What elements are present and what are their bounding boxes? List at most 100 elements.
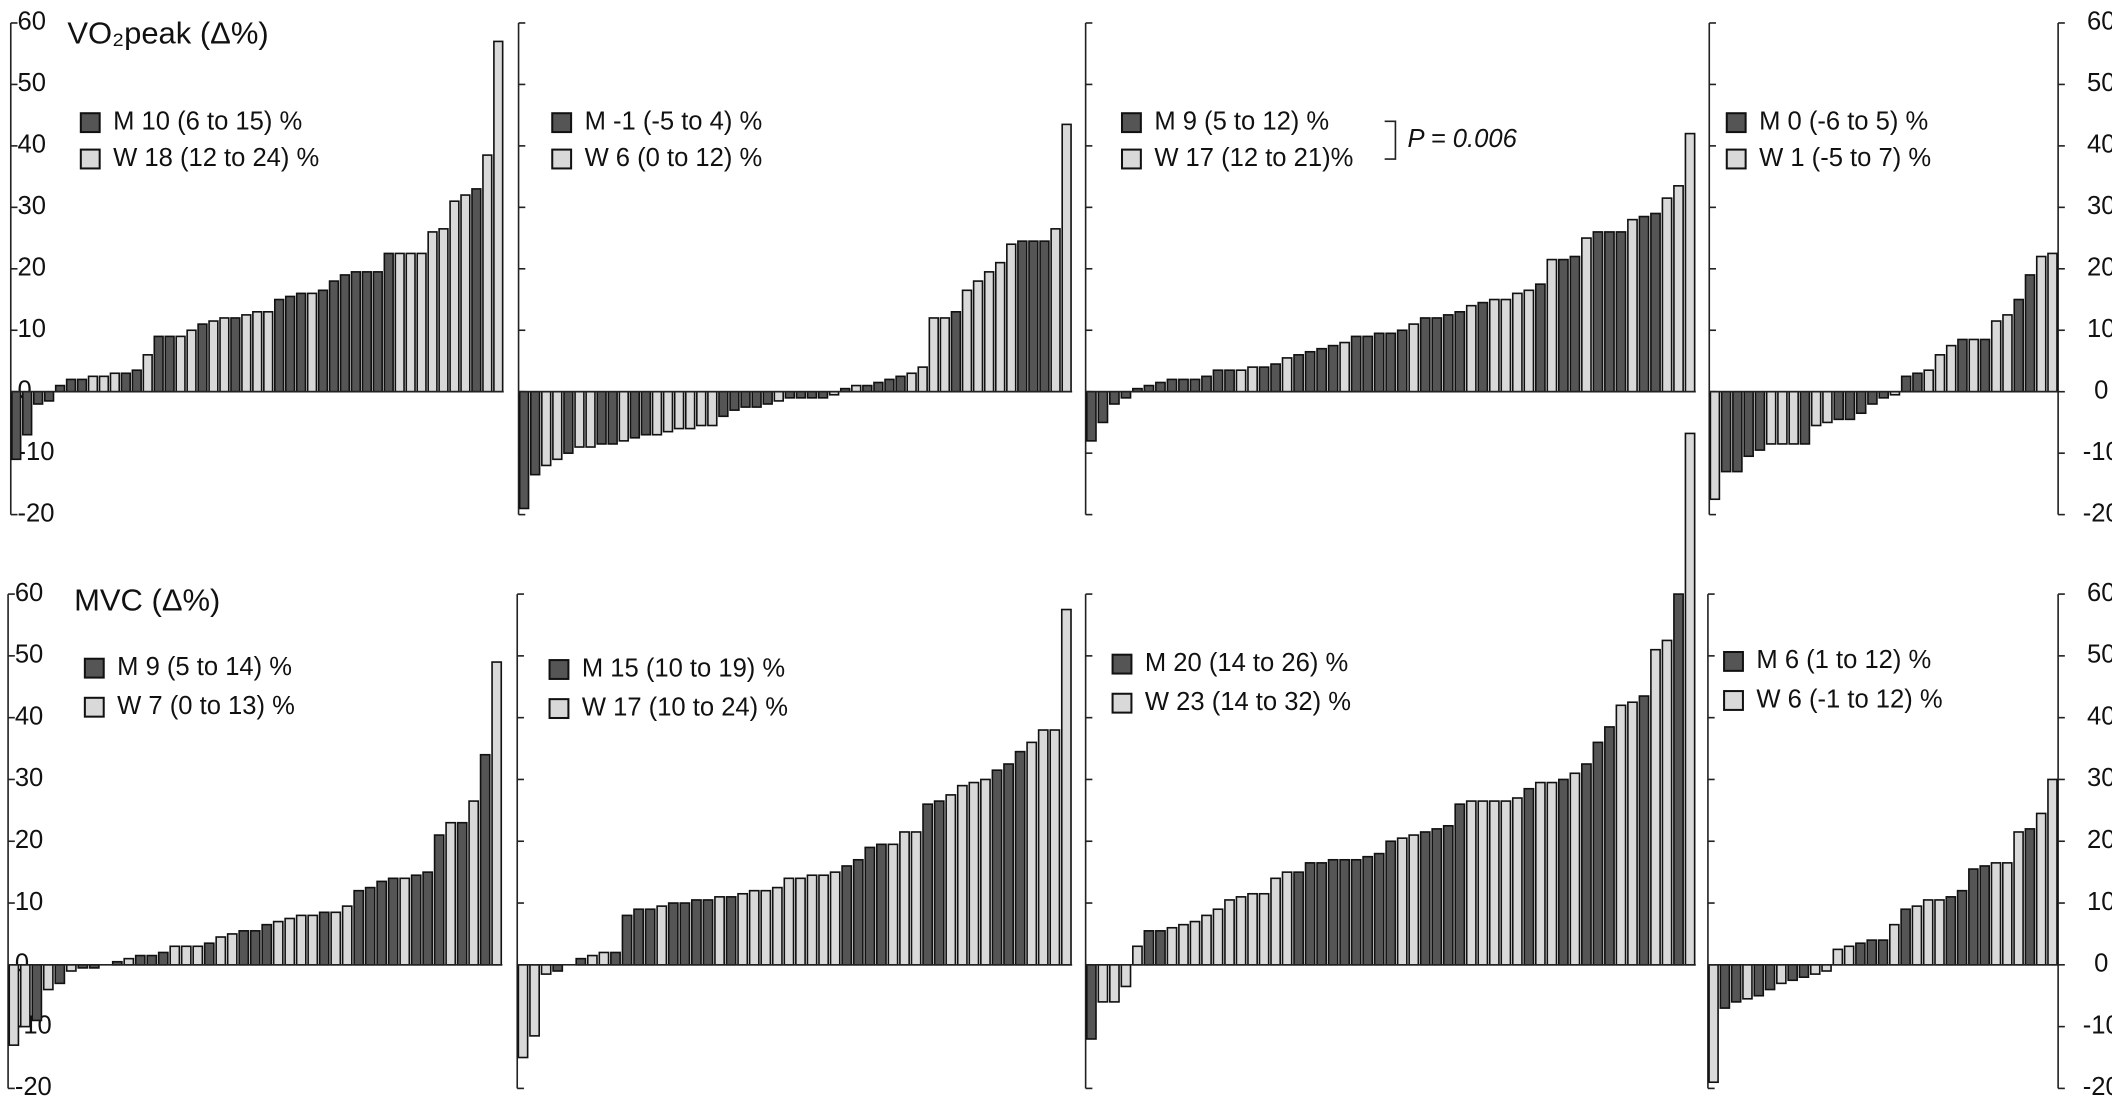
bar [899, 831, 910, 966]
bar [1581, 237, 1592, 393]
bar [1888, 923, 1900, 966]
bar [922, 803, 934, 966]
bar [1408, 323, 1420, 393]
bar [933, 800, 945, 966]
bar [961, 289, 973, 393]
bar [1557, 778, 1569, 966]
bar [1945, 344, 1957, 393]
bar [180, 945, 192, 966]
bar [350, 271, 362, 393]
bar [2001, 862, 2013, 966]
bar [1039, 240, 1050, 393]
y-tick-label: 20 [18, 254, 46, 282]
bar [740, 390, 751, 408]
bar [1810, 390, 1822, 427]
bar [910, 831, 922, 966]
bar [1316, 862, 1328, 966]
bar [729, 390, 740, 411]
bar [1085, 964, 1097, 1040]
bar [817, 390, 829, 399]
bar [633, 908, 645, 966]
bar [1017, 240, 1028, 393]
bar [795, 390, 807, 399]
bar [1006, 243, 1017, 393]
bar [1477, 301, 1489, 393]
bar [1765, 390, 1777, 445]
bar [460, 194, 471, 393]
panel-title: VO₂peak (Δ%) [67, 15, 268, 50]
bar [87, 375, 99, 393]
bar [696, 390, 707, 427]
bar [884, 378, 895, 393]
bar [1615, 704, 1627, 966]
bar [226, 933, 238, 966]
bar [2013, 298, 2025, 393]
bar [784, 390, 796, 399]
bar [468, 800, 480, 966]
legend-swatch [83, 657, 105, 679]
bar [762, 390, 773, 405]
bar [2013, 831, 2024, 966]
bar [1557, 258, 1569, 393]
bar [330, 911, 342, 966]
bar [215, 936, 227, 966]
y-tick-label: 0 [2094, 950, 2108, 978]
y-tick-label: 40 [15, 702, 43, 730]
bar [640, 390, 652, 436]
bar [146, 954, 158, 966]
bar [394, 252, 405, 393]
y-tick-label: 60 [2087, 8, 2112, 36]
bar [19, 964, 31, 1028]
bar [1385, 840, 1397, 966]
bar [31, 964, 43, 1022]
bar [1638, 695, 1650, 966]
y-tick-label: 0 [2094, 376, 2108, 404]
bar [662, 390, 674, 433]
bar [1809, 964, 1821, 975]
bar [751, 390, 762, 408]
bar [339, 274, 351, 393]
bar [1201, 375, 1212, 393]
bar [760, 889, 772, 966]
bar [153, 335, 164, 393]
bar [1212, 369, 1224, 393]
bar [1120, 390, 1132, 399]
bar [387, 877, 399, 966]
bar [917, 366, 928, 393]
bar [142, 354, 153, 393]
bar [1638, 215, 1650, 393]
bar [1037, 729, 1049, 966]
bar [1923, 369, 1935, 393]
bar [1732, 390, 1743, 473]
bar [629, 390, 641, 439]
bar [2047, 778, 2058, 966]
y-tick-label: 30 [15, 764, 43, 792]
legend-swatch [1111, 653, 1133, 675]
bar [1155, 381, 1166, 393]
bar [1247, 366, 1258, 393]
bar [1911, 905, 1923, 966]
bar [1867, 390, 1878, 405]
bar [43, 390, 55, 402]
bar [690, 899, 702, 966]
bar [1109, 964, 1120, 1003]
bar [1155, 930, 1166, 966]
bar [563, 390, 574, 454]
bar [175, 335, 186, 393]
bar [449, 200, 460, 393]
bar [1201, 914, 1212, 966]
bar [950, 311, 962, 393]
bar [1419, 317, 1431, 393]
y-tick-label: -20 [2083, 1073, 2112, 1101]
bar [445, 821, 457, 966]
legend-label: M 20 (14 to 26) % [1145, 649, 1348, 677]
bar [1650, 212, 1661, 393]
bar [493, 40, 504, 393]
legend-swatch [83, 696, 105, 718]
bar [1258, 892, 1270, 966]
bar [427, 231, 438, 393]
bar [1788, 390, 1799, 445]
bar [1477, 800, 1489, 966]
bar [1178, 378, 1189, 393]
